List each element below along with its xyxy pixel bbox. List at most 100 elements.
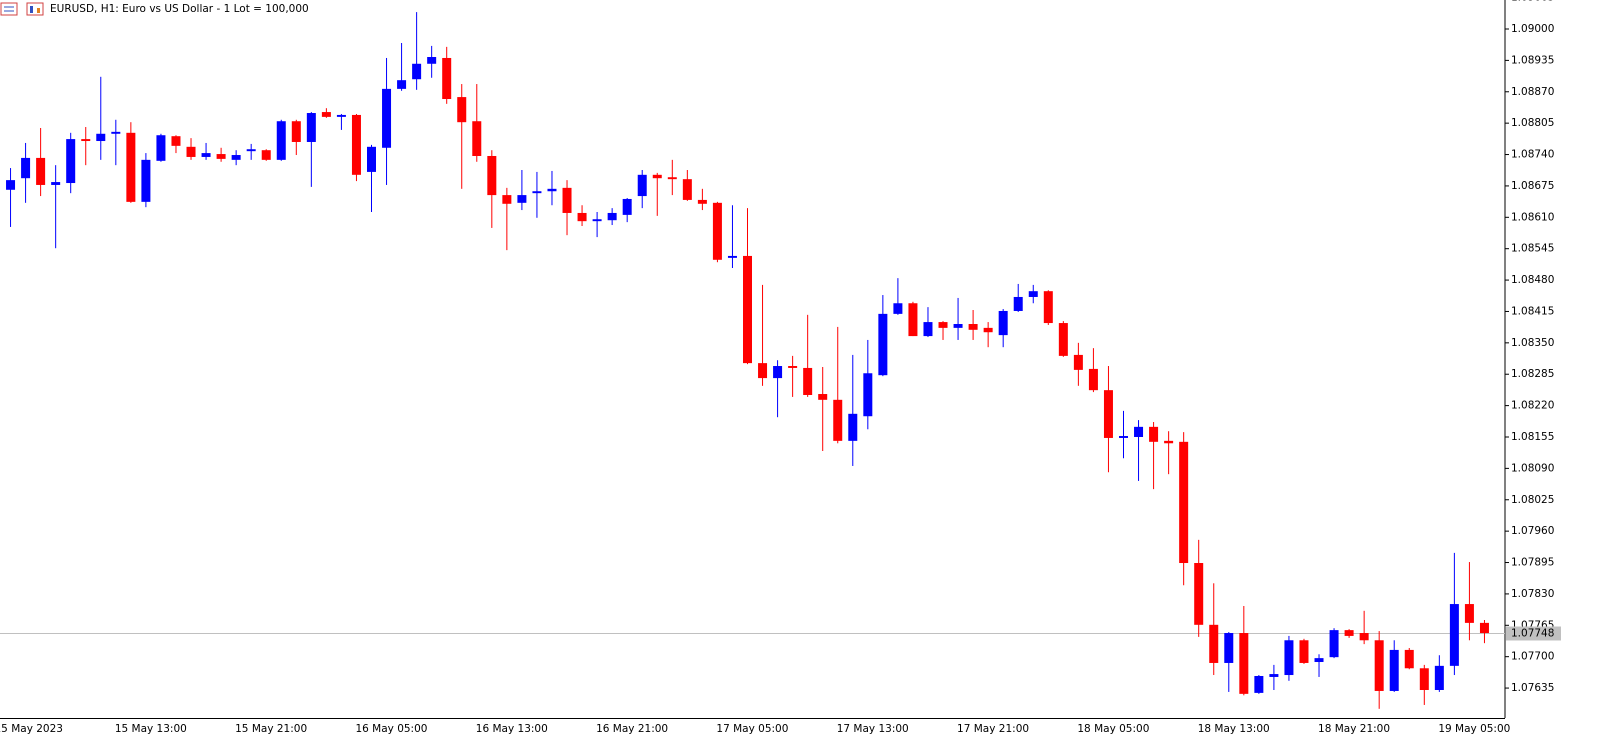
candle-body: [1179, 441, 1189, 564]
candle-body: [487, 155, 497, 196]
candle-body: [261, 150, 271, 160]
candle-body: [1449, 604, 1459, 666]
x-tick-label: 15 May 2023: [0, 723, 63, 735]
candle-body: [1164, 440, 1174, 444]
candle-body: [201, 153, 211, 157]
candle-body: [1479, 622, 1489, 634]
candle-body: [502, 195, 512, 204]
candle-body: [1134, 426, 1144, 437]
candle-body: [833, 399, 843, 441]
candle-body: [848, 413, 858, 441]
candle-body: [818, 394, 828, 400]
candle-body: [532, 191, 542, 194]
last-price-box: [1506, 626, 1561, 641]
candle-body: [637, 174, 647, 197]
candle-body: [36, 157, 46, 185]
candle-body: [1224, 633, 1234, 663]
x-tick-label: 17 May 21:00: [957, 723, 1029, 735]
y-tick-label: 1.07960: [1511, 525, 1554, 537]
candle-body: [96, 133, 106, 142]
candle-body: [81, 139, 91, 142]
candle-body: [1404, 649, 1414, 669]
candle-body: [1464, 604, 1474, 623]
candle-body: [126, 132, 136, 202]
candle-body: [1419, 668, 1429, 690]
y-tick-label: 1.08220: [1511, 400, 1554, 412]
candle-body: [592, 219, 602, 222]
candle-body: [1434, 665, 1444, 690]
y-tick-label: 1.08870: [1511, 86, 1554, 98]
y-tick-label: 1.08285: [1511, 368, 1554, 380]
candle-body: [1149, 426, 1159, 442]
candle-body: [998, 310, 1008, 336]
candle-body: [1013, 296, 1023, 311]
candle-body: [1314, 658, 1324, 662]
candle-body: [412, 63, 422, 80]
candle-body: [1209, 624, 1219, 663]
candle-body: [697, 199, 707, 204]
candle-body: [1344, 630, 1354, 636]
candle-body: [111, 131, 121, 134]
y-tick-label: 1.08610: [1511, 211, 1554, 223]
candle-body: [1329, 630, 1339, 658]
x-tick-label: 16 May 21:00: [596, 723, 668, 735]
y-tick-label: 1.08155: [1511, 431, 1554, 443]
candle-body: [186, 146, 196, 157]
candle-body: [141, 159, 151, 202]
candle-body: [1254, 675, 1264, 693]
candle-body: [321, 112, 331, 117]
candle-body: [457, 97, 467, 123]
y-tick-label: 1.08675: [1511, 180, 1554, 192]
candle-body: [1194, 563, 1204, 625]
y-tick-label: 1.08090: [1511, 462, 1554, 474]
candle-body: [983, 327, 993, 333]
candle-body: [51, 182, 61, 185]
candle-body: [923, 322, 933, 337]
candle-body: [382, 88, 392, 148]
icon: [30, 6, 33, 13]
x-tick-label: 16 May 13:00: [476, 723, 548, 735]
icon: [26, 2, 44, 16]
candle-body: [562, 187, 572, 213]
y-tick-label: 1.08480: [1511, 274, 1554, 286]
candle-body: [758, 363, 768, 379]
candle-body: [712, 202, 722, 260]
candle-body: [291, 121, 301, 142]
candle-body: [472, 121, 482, 156]
x-tick-label: 15 May 13:00: [115, 723, 187, 735]
candle-body: [773, 366, 783, 379]
candle-body: [397, 80, 407, 89]
candle-body: [727, 255, 737, 258]
y-tick-label: 1.08740: [1511, 149, 1554, 161]
candle-body: [577, 212, 587, 222]
x-tick-label: 18 May 05:00: [1077, 723, 1149, 735]
candle-body: [968, 324, 978, 330]
header-icons: [0, 2, 44, 16]
x-tick-label: 15 May 21:00: [235, 723, 307, 735]
candle-body: [246, 149, 256, 152]
candle-body: [547, 188, 557, 192]
x-tick-label: 18 May 13:00: [1198, 723, 1270, 735]
candle-body: [1284, 640, 1294, 676]
candle-body: [21, 157, 31, 179]
candle-body: [652, 174, 662, 179]
candle-body: [1028, 291, 1038, 297]
y-tick-label: 1.09000: [1511, 23, 1554, 35]
candle-body: [171, 136, 181, 146]
candle-body: [1058, 323, 1068, 356]
candle-body: [1119, 436, 1128, 438]
candle-body: [878, 313, 888, 376]
candle-body: [622, 198, 632, 215]
candle-body: [1088, 368, 1098, 391]
y-tick-label: 1.08805: [1511, 117, 1554, 129]
candle-body: [351, 114, 361, 175]
candle-body: [216, 154, 226, 159]
icon: [0, 2, 18, 16]
candle-body: [66, 139, 76, 184]
candle-body: [682, 179, 692, 200]
candle-body: [743, 255, 752, 364]
candle-body: [607, 212, 617, 221]
candle-body: [517, 195, 527, 203]
candle-body: [803, 367, 813, 395]
candle-body: [667, 177, 677, 180]
